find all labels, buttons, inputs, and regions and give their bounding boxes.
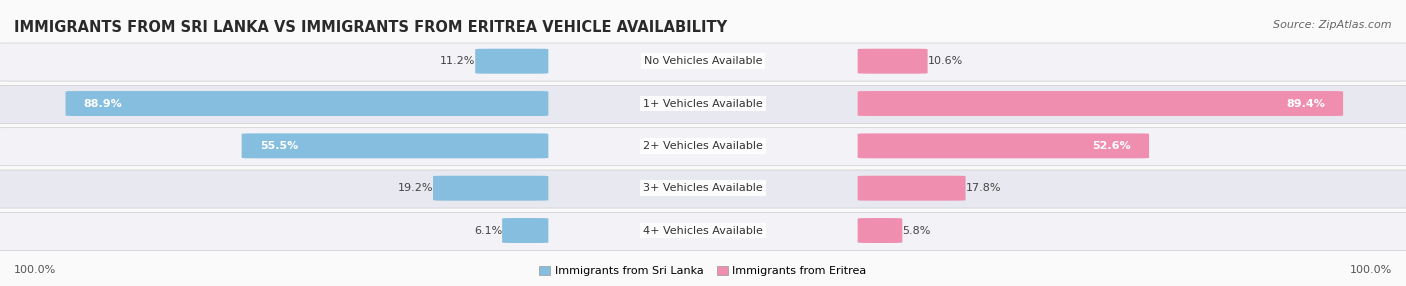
Text: 10.6%: 10.6% <box>928 56 963 66</box>
Text: 88.9%: 88.9% <box>84 99 122 108</box>
Text: 6.1%: 6.1% <box>474 226 502 235</box>
FancyBboxPatch shape <box>0 85 1406 124</box>
Text: 11.2%: 11.2% <box>440 56 475 66</box>
FancyBboxPatch shape <box>858 49 928 74</box>
FancyBboxPatch shape <box>858 218 903 243</box>
Text: 100.0%: 100.0% <box>14 265 56 275</box>
Text: 17.8%: 17.8% <box>966 183 1001 193</box>
FancyBboxPatch shape <box>0 128 1406 166</box>
Text: 89.4%: 89.4% <box>1286 99 1324 108</box>
Text: IMMIGRANTS FROM SRI LANKA VS IMMIGRANTS FROM ERITREA VEHICLE AVAILABILITY: IMMIGRANTS FROM SRI LANKA VS IMMIGRANTS … <box>14 20 727 35</box>
FancyBboxPatch shape <box>502 218 548 243</box>
FancyBboxPatch shape <box>475 49 548 74</box>
Text: No Vehicles Available: No Vehicles Available <box>644 56 762 66</box>
Text: 100.0%: 100.0% <box>1350 265 1392 275</box>
FancyBboxPatch shape <box>66 91 548 116</box>
FancyBboxPatch shape <box>433 176 548 201</box>
FancyBboxPatch shape <box>0 212 1406 251</box>
Text: 5.8%: 5.8% <box>903 226 931 235</box>
Text: 2+ Vehicles Available: 2+ Vehicles Available <box>643 141 763 151</box>
Text: 1+ Vehicles Available: 1+ Vehicles Available <box>643 99 763 108</box>
Text: 3+ Vehicles Available: 3+ Vehicles Available <box>643 183 763 193</box>
Legend: Immigrants from Sri Lanka, Immigrants from Eritrea: Immigrants from Sri Lanka, Immigrants fr… <box>534 261 872 281</box>
FancyBboxPatch shape <box>0 43 1406 81</box>
FancyBboxPatch shape <box>858 91 1343 116</box>
Text: 55.5%: 55.5% <box>260 141 298 151</box>
FancyBboxPatch shape <box>858 176 966 201</box>
FancyBboxPatch shape <box>242 133 548 158</box>
FancyBboxPatch shape <box>858 133 1149 158</box>
FancyBboxPatch shape <box>0 170 1406 208</box>
Text: 4+ Vehicles Available: 4+ Vehicles Available <box>643 226 763 235</box>
Text: 19.2%: 19.2% <box>398 183 433 193</box>
Text: 52.6%: 52.6% <box>1092 141 1130 151</box>
Text: Source: ZipAtlas.com: Source: ZipAtlas.com <box>1274 20 1392 30</box>
